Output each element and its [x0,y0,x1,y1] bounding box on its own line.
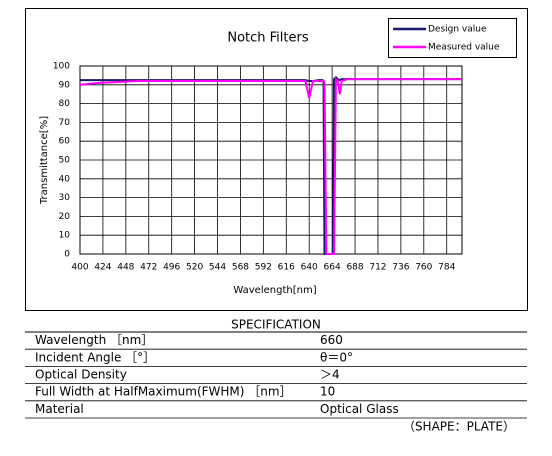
x-axis-label: Wavelength[nm] [233,285,316,296]
spec-label: Incident Angle ［°］ [35,350,155,364]
x-tick-label: 664 [324,263,341,273]
table-title: SPECIFICATION [231,318,321,332]
y-axis-label: Transmittance[%] [39,116,50,205]
x-tick-label: 688 [346,263,363,273]
x-tick-label: 616 [278,263,295,273]
x-tick-label: 712 [369,263,386,273]
y-tick-label: 50 [59,156,71,166]
spec-label: Full Width at HalfMaximum(FWHM) ［nm］ [35,385,292,399]
legend [388,18,517,58]
x-tick-label: 568 [232,263,249,273]
y-tick-label: 0 [64,250,70,260]
x-tick-label: 496 [163,263,180,273]
series-line [80,76,462,255]
x-tick-label: 424 [94,263,111,273]
table-note: （SHAPE：PLATE） [403,420,515,434]
spec-label: Optical Density [35,368,127,382]
x-tick-label: 592 [255,263,272,273]
x-tick-label: 448 [117,263,134,273]
y-tick-label: 40 [59,174,71,184]
spec-label: Material [35,402,84,416]
spec-value: ＞4 [320,368,340,382]
y-tick-label: 70 [59,118,71,128]
spec-table: Wavelength ［nm］ 660 Incident Angle ［°］ θ＝0°… [25,331,527,419]
x-tick-label: 400 [71,263,88,273]
x-tick-label: 640 [301,263,318,273]
x-tick-label: 784 [438,263,455,273]
y-tick-label: 90 [59,80,71,90]
spec-value: Optical Glass [320,402,399,416]
x-tick-label: 736 [392,263,409,273]
x-tick-label: 472 [140,263,157,273]
spec-value: θ＝0° [320,350,353,364]
y-tick-label: 60 [59,137,71,147]
y-tick-label: 80 [59,99,71,109]
y-tick-label: 10 [59,231,71,241]
chart-title: Notch Filters [227,31,308,46]
legend-label: Design value [428,25,487,35]
legend-label: Measured value [428,43,500,53]
y-tick-label: 30 [59,193,71,203]
x-tick-label: 544 [209,263,226,273]
spec-label: Wavelength ［nm］ [35,333,153,347]
y-tick-label: 100 [53,62,70,72]
chart-frame [25,8,528,311]
spec-value: 10 [320,385,335,399]
spec-value: 660 [320,333,343,347]
x-tick-label: 760 [415,263,432,273]
y-tick-label: 20 [59,212,71,222]
x-tick-label: 520 [186,263,203,273]
